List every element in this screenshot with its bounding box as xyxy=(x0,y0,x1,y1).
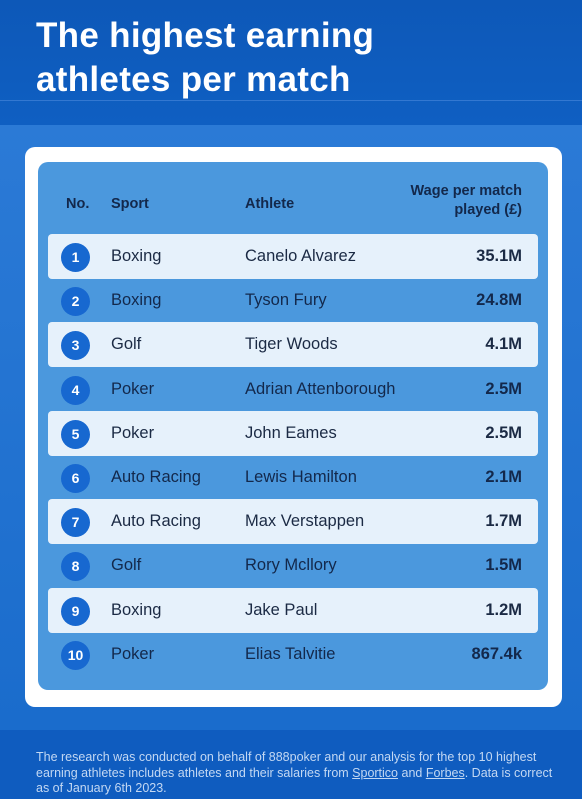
wage-cell: 2.5M xyxy=(485,423,522,442)
athlete-cell: Jake Paul xyxy=(245,600,318,619)
footer-text-part1: The research was conducted on behalf of … xyxy=(36,750,537,780)
rank-badge: 7 xyxy=(61,508,90,538)
rank-badge: 3 xyxy=(61,331,90,361)
sport-cell: Poker xyxy=(111,423,155,442)
rank-badge: 2 xyxy=(61,287,90,317)
table-row: 1 Boxing Canelo Alvarez 35.1M xyxy=(48,234,538,279)
wage-cell: 35.1M xyxy=(476,247,522,265)
athlete-cell: Adrian Attenborough xyxy=(245,379,396,398)
table-row: 6 Auto Racing Lewis Hamilton 2.1M xyxy=(48,455,538,500)
rank-badge: 4 xyxy=(61,375,90,405)
table-row: 5 Poker John Eames 2.5M xyxy=(48,410,538,456)
athlete-cell: Tiger Woods xyxy=(245,335,338,354)
footer-text-part2: and xyxy=(398,765,426,780)
athlete-cell: Elias Talvitie xyxy=(245,644,336,663)
athlete-cell: Tyson Fury xyxy=(245,291,327,310)
sport-cell: Auto Racing xyxy=(111,512,201,531)
wage-cell: 4.1M xyxy=(485,335,522,354)
rank-badge: 10 xyxy=(61,640,90,670)
table-row: 10 Poker Elias Talvitie 867.4k xyxy=(48,632,538,677)
athlete-cell: Lewis Hamilton xyxy=(245,468,357,486)
sport-cell: Boxing xyxy=(111,247,162,265)
title-line-2: athletes per match xyxy=(36,60,351,99)
footer xyxy=(0,730,582,799)
column-header-wage-line-2: played (£) xyxy=(454,202,522,218)
athlete-cell: Max Verstappen xyxy=(245,512,365,531)
forbes-link[interactable]: Forbes xyxy=(425,765,465,780)
athlete-cell: John Eames xyxy=(245,423,337,442)
rank-badge: 8 xyxy=(61,552,90,582)
table-row: 8 Golf Rory Mcllory 1.5M xyxy=(48,543,538,588)
wage-cell: 24.8M xyxy=(476,291,522,310)
rank-badge: 5 xyxy=(61,419,90,449)
footer-note: The research was conducted on behalf of … xyxy=(36,750,556,797)
table-row: 7 Auto Racing Max Verstappen 1.7M xyxy=(48,499,538,545)
athlete-cell: Canelo Alvarez xyxy=(245,247,356,265)
footer-text-part3: . Data is correct as of January 6th 2023… xyxy=(36,765,553,796)
sportico-link[interactable]: Sportico xyxy=(352,765,399,780)
column-header-sport: Sport xyxy=(111,196,149,212)
header-banner: The highest earning athletes per match xyxy=(0,0,582,125)
table-row: 2 Boxing Tyson Fury 24.8M xyxy=(48,278,538,323)
sport-cell: Poker xyxy=(111,379,155,398)
column-header-wage: Wage per match played (£) xyxy=(360,182,522,220)
wage-cell: 1.2M xyxy=(485,600,522,619)
page-title: The highest earning athletes per match xyxy=(36,14,556,102)
sport-cell: Boxing xyxy=(111,291,162,310)
column-header-no: No. xyxy=(66,196,90,212)
table-row: 4 Poker Adrian Attenborough 2.5M xyxy=(48,367,538,412)
sport-cell: Golf xyxy=(111,335,142,354)
wage-cell: 1.5M xyxy=(485,556,522,575)
wage-cell: 867.4k xyxy=(471,644,522,663)
table-row: 3 Golf Tiger Woods 4.1M xyxy=(48,322,538,368)
title-line-1: The highest earning xyxy=(36,16,375,55)
sport-cell: Poker xyxy=(111,644,155,663)
header-decoration-line xyxy=(0,100,582,101)
rank-badge: 9 xyxy=(61,596,90,626)
athlete-cell: Rory Mcllory xyxy=(245,556,337,575)
sport-cell: Golf xyxy=(111,556,142,575)
rank-badge: 6 xyxy=(61,464,90,493)
wage-cell: 2.5M xyxy=(485,379,522,398)
rank-badge: 1 xyxy=(61,243,90,272)
sport-cell: Boxing xyxy=(111,600,162,619)
wage-cell: 2.1M xyxy=(485,468,522,486)
column-header-wage-line-1: Wage per match xyxy=(410,183,522,199)
wage-cell: 1.7M xyxy=(485,512,522,531)
table-row: 9 Boxing Jake Paul 1.2M xyxy=(48,587,538,633)
sport-cell: Auto Racing xyxy=(111,468,201,486)
column-header-athlete: Athlete xyxy=(245,196,295,212)
